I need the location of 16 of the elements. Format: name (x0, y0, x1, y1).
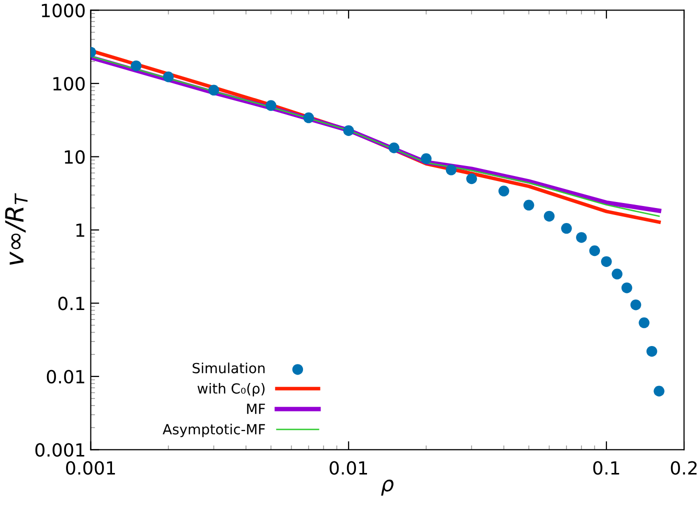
y-axis-title: v∞/R$_{T}$ (5, 193, 28, 265)
y-tick-label: 0.001 (35, 443, 84, 457)
y-tick-label: 1 (76, 224, 84, 237)
legend-label: with C₀(ρ) (198, 382, 265, 396)
y-tick-label: 0.01 (46, 370, 84, 384)
x-tick-label: 0.2 (670, 461, 697, 475)
legend-label: Simulation (192, 362, 265, 374)
y-tick-label: 0.1 (58, 296, 84, 310)
x-axis-title: ρ (381, 480, 394, 496)
x-tick-label: 0.1 (593, 461, 620, 475)
x-tick-label: 0.01 (330, 461, 368, 475)
legend-label: MF (247, 404, 265, 414)
y-tick-label: 10 (64, 150, 85, 164)
legend-label: Asymptotic-MF (162, 424, 265, 438)
y-tick-label: 1000 (42, 4, 85, 18)
y-tick-label: 100 (53, 76, 85, 91)
